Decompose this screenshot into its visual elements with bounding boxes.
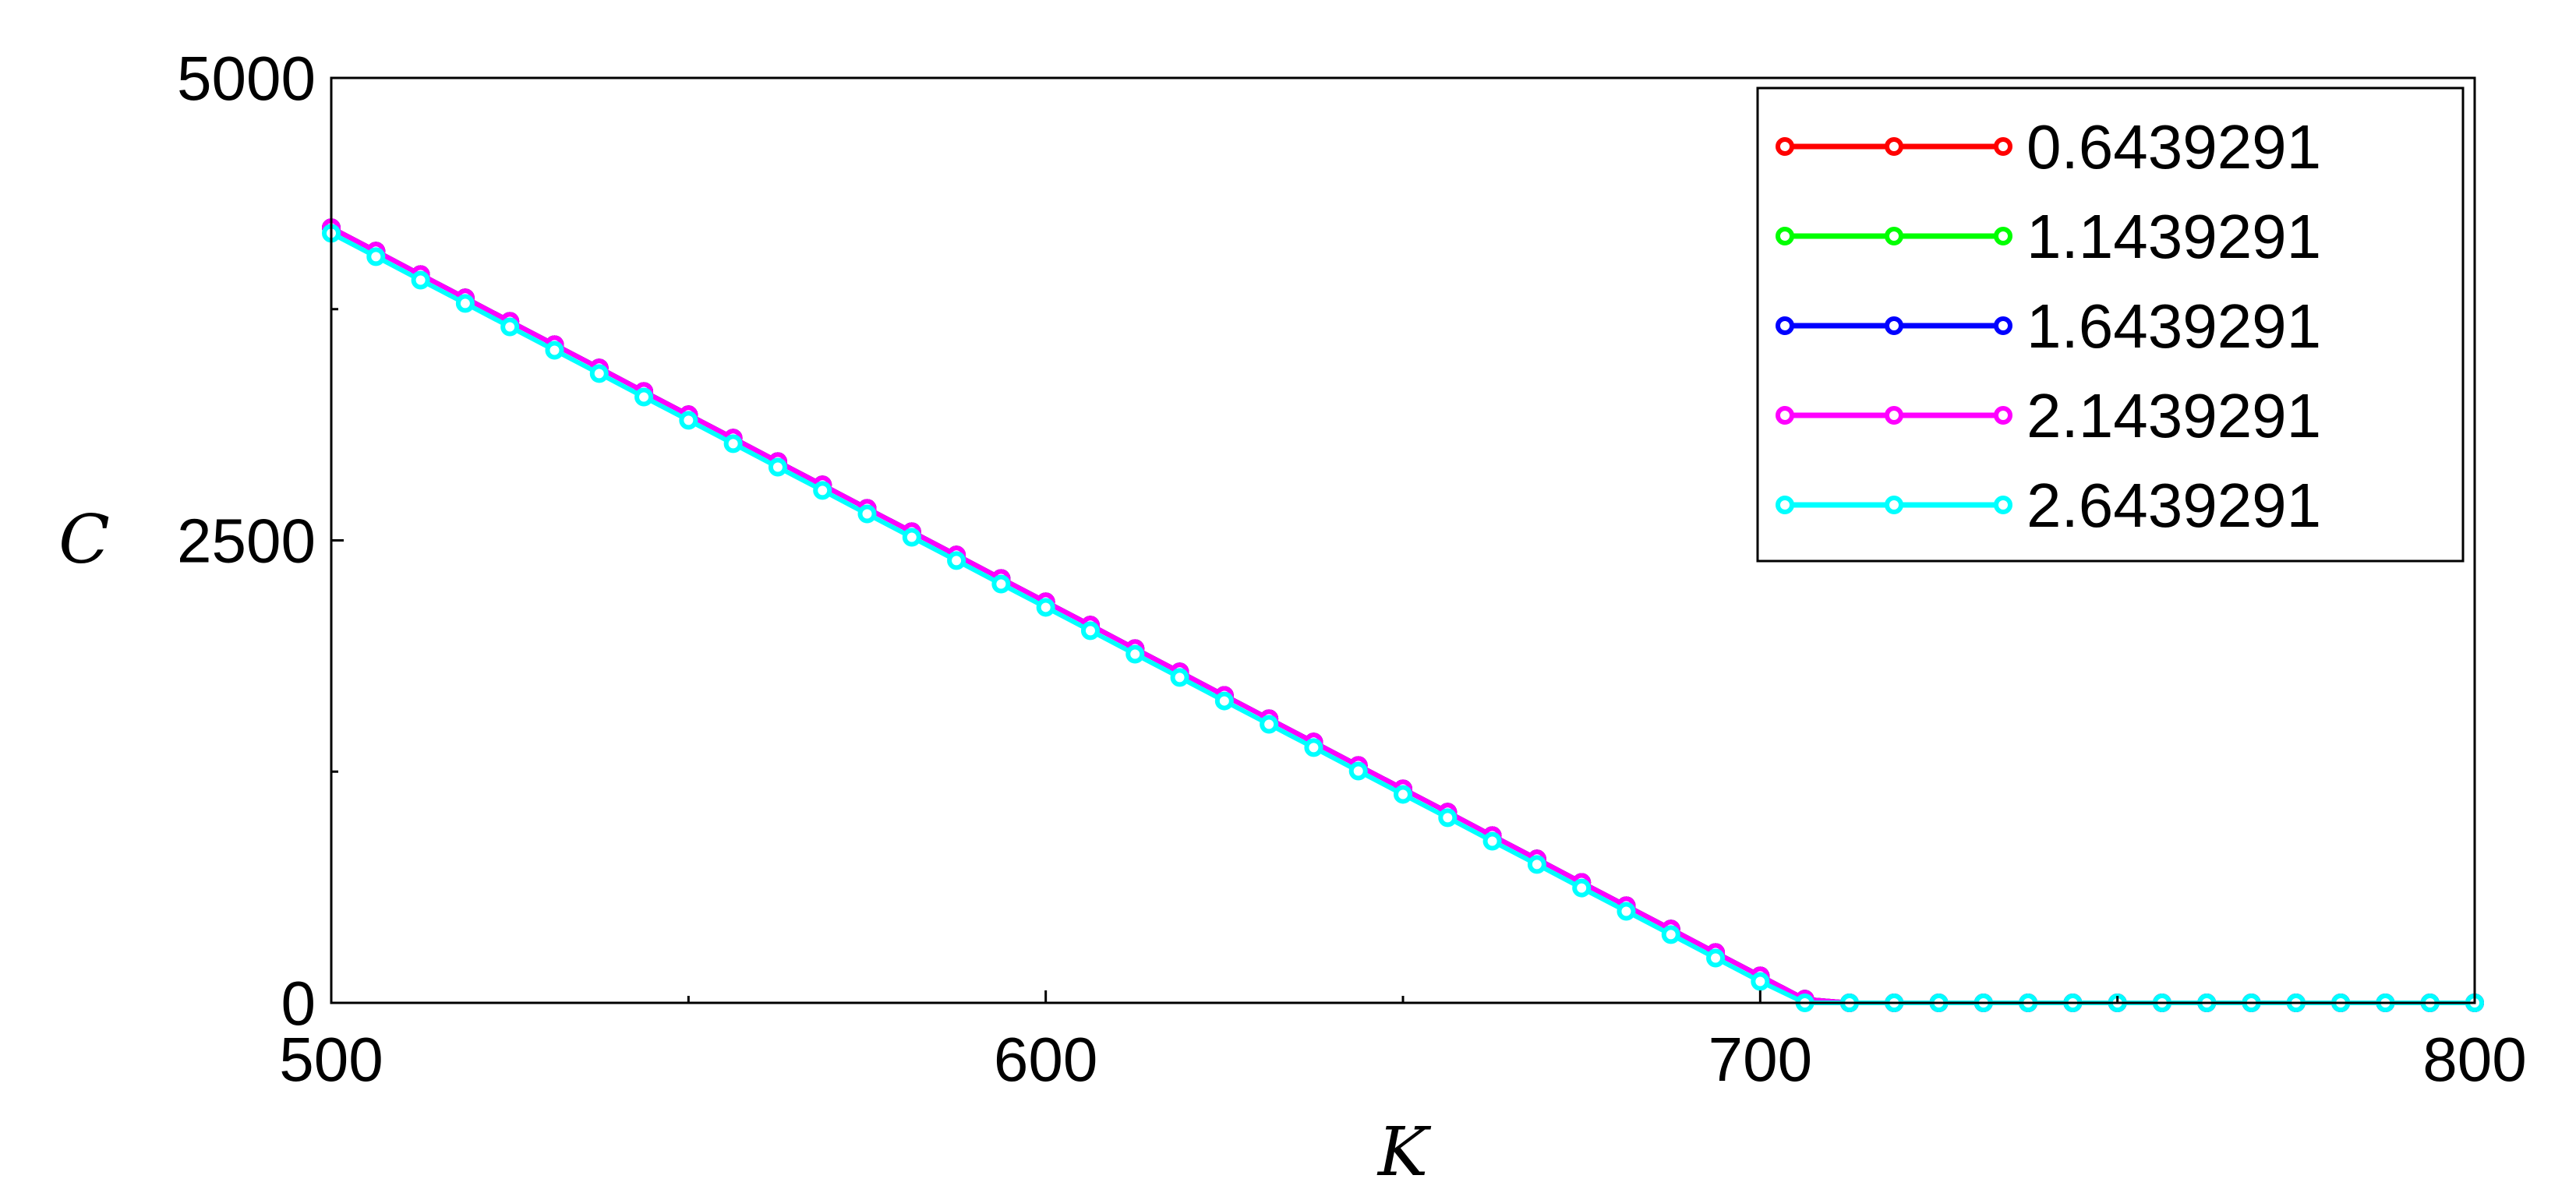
data-point [1527,855,1546,874]
legend-marker [1776,406,1794,425]
legend-marker [1885,137,1903,156]
data-point [1661,925,1680,944]
legend-item: 2.1439291 [1776,381,2321,450]
data-point [1036,598,1055,617]
legend-label: 1.6439291 [2027,291,2321,361]
data-point [500,317,520,337]
legend-marker [1776,227,1794,245]
data-point [1125,644,1145,664]
legend-marker [1994,316,2012,335]
legend-marker [1994,406,2012,425]
x-tick-label: 700 [1708,1025,1812,1094]
y-tick-label: 2500 [177,506,316,576]
data-point [1080,621,1100,641]
legend-marker [1776,496,1794,514]
legend-marker [1885,227,1903,245]
legend-item: 1.1439291 [1776,202,2321,271]
legend-marker [1994,227,2012,245]
legend-label: 2.6439291 [2027,471,2321,540]
x-tick-label: 800 [2422,1025,2526,1094]
y-axis-label: C [58,501,110,579]
data-point [768,457,787,477]
data-point [1482,831,1502,851]
data-point [1348,761,1368,781]
legend-marker [1994,137,2012,156]
data-point [1170,668,1189,687]
data-point [545,341,564,360]
legend-marker [1885,316,1903,335]
data-point [723,434,743,454]
data-point [366,247,386,266]
legend-label: 2.1439291 [2027,381,2321,450]
legend-marker [1885,496,1903,514]
data-point [1304,738,1323,757]
x-tick-label: 500 [279,1025,383,1094]
data-point [1214,691,1234,711]
legend-item: 1.6439291 [1776,291,2321,361]
legend-item: 2.6439291 [1776,471,2321,540]
data-point [813,481,832,500]
data-point [455,294,475,313]
data-point [991,574,1011,594]
data-point [1394,785,1412,804]
data-point [1572,878,1592,898]
legend-label: 1.1439291 [2027,202,2321,271]
legend-marker [1994,496,2012,514]
legend: 0.6439291 1.1439291 1.6439291 2.1439291 2.64… [1756,86,2465,563]
legend-item: 0.6439291 [1776,112,2321,182]
data-point [857,504,877,524]
y-tick-label: 5000 [177,44,316,113]
data-point [411,270,430,290]
data-point [589,364,609,383]
legend-marker [1776,316,1794,335]
data-point [1706,948,1726,968]
x-axis-label: K [1376,1114,1432,1191]
legend-marker [1776,137,1794,156]
y-tick-label: 0 [281,969,316,1038]
data-point [947,551,966,570]
axis-ticks: 500 600 700 800 0 2500 5000 [177,44,2527,1094]
data-point [634,387,654,407]
x-tick-label: 600 [994,1025,1097,1094]
data-point [1438,808,1458,828]
data-point [902,528,921,547]
data-point [679,411,698,430]
data-point [1751,972,1770,991]
legend-label: 0.6439291 [2027,112,2321,182]
data-point [1617,902,1636,921]
data-point [1260,715,1279,734]
legend-marker [1885,406,1903,425]
